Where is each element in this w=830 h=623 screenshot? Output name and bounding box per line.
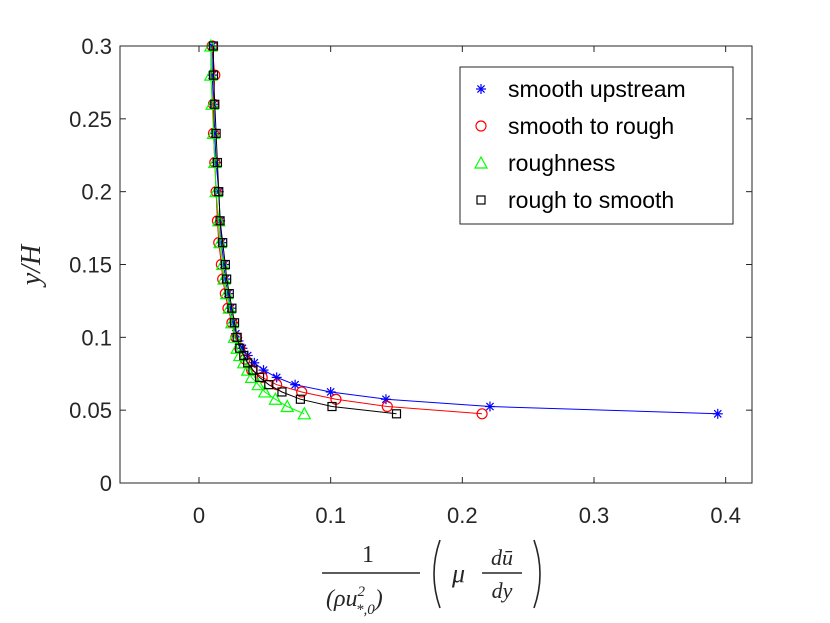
data-point — [229, 318, 240, 328]
y-tick-label: 0.15 — [69, 253, 112, 278]
data-point — [380, 394, 391, 405]
data-point — [277, 387, 287, 397]
data-point — [218, 238, 228, 248]
x-tick-label: 0.1 — [315, 503, 346, 528]
data-point — [290, 379, 301, 390]
data-point — [222, 274, 232, 284]
data-point — [327, 401, 337, 412]
legend-box — [459, 66, 734, 225]
x-label-left-paren — [433, 539, 441, 609]
x-tick-label: 0.2 — [447, 503, 478, 528]
x-label-deriv-den: dy — [492, 578, 513, 603]
x-tick-label: 0 — [193, 503, 205, 528]
data-point — [212, 157, 223, 168]
data-point — [280, 399, 295, 413]
legend-label: smooth to rough — [508, 113, 674, 139]
legend-label: rough to smooth — [508, 187, 674, 213]
x-tick-label: 0.4 — [710, 503, 741, 528]
x-tick-label: 0.3 — [579, 503, 610, 528]
legend-label: roughness — [508, 150, 615, 176]
series-line — [213, 46, 397, 415]
data-point — [712, 408, 723, 419]
y-tick-label: 0.25 — [69, 107, 112, 132]
data-point — [208, 70, 219, 80]
data-point — [236, 355, 251, 369]
data-point — [271, 379, 283, 391]
data-point — [248, 365, 258, 375]
data-point — [211, 128, 221, 138]
data-point — [251, 377, 266, 391]
legend-item: roughness — [473, 150, 615, 176]
legend-label: smooth upstream — [508, 76, 686, 102]
x-label-right-paren — [533, 539, 541, 609]
data-point — [240, 362, 255, 376]
data-point — [256, 371, 268, 383]
data-point — [210, 99, 220, 109]
data-point — [254, 372, 265, 382]
data-point — [249, 357, 260, 368]
legend-marker — [475, 120, 487, 132]
legend-marker — [476, 84, 486, 94]
data-point — [268, 391, 283, 405]
legend: smooth upstream smooth to rough roughness r… — [459, 66, 734, 225]
x-label-deriv-num: dū — [491, 545, 513, 570]
x-label-mu: μ — [451, 559, 465, 588]
data-point — [214, 187, 224, 197]
ticks-layer: 0 0.1 0.2 0.3 0.4 0 0.05 0.1 0.15 0.2 0.25 0.3 — [69, 34, 752, 528]
legend-item: smooth upstream — [476, 76, 686, 102]
y-tick-label: 0.2 — [81, 180, 112, 205]
y-tick-label: 0.1 — [81, 325, 112, 350]
data-point — [297, 406, 312, 420]
data-point — [224, 289, 234, 299]
data-point — [264, 380, 274, 390]
series-rough-to-smooth — [208, 41, 402, 419]
data-point — [232, 348, 247, 362]
series-layer — [203, 38, 723, 420]
data-point — [484, 401, 495, 412]
data-point — [295, 394, 305, 404]
data-point — [244, 370, 259, 383]
data-point — [296, 386, 308, 398]
x-label-denominator: (ρu2 *,0) — [326, 584, 383, 618]
y-tick-label: 0.05 — [69, 398, 112, 423]
y-tick-label: 0 — [100, 471, 112, 496]
legend-item: rough to smooth — [476, 187, 674, 213]
data-point — [257, 384, 272, 398]
data-point — [235, 343, 245, 353]
data-point — [391, 409, 402, 419]
data-point — [220, 259, 230, 270]
legend-marker — [473, 155, 489, 169]
data-point — [227, 303, 237, 313]
y-tick-label: 0.3 — [81, 34, 112, 59]
data-point — [381, 400, 393, 413]
data-point — [215, 216, 225, 226]
y-axis-label-text: y/H — [16, 243, 47, 288]
y-axis-label: y/H — [16, 243, 47, 288]
data-point — [476, 408, 488, 420]
legend-marker — [476, 195, 486, 205]
x-axis-label: 1 (ρu2 *,0) μ dū dy — [322, 539, 541, 618]
data-point — [232, 332, 242, 342]
data-point — [325, 386, 336, 397]
x-label-numerator: 1 — [362, 542, 374, 568]
legend-item: smooth to rough — [475, 113, 674, 139]
